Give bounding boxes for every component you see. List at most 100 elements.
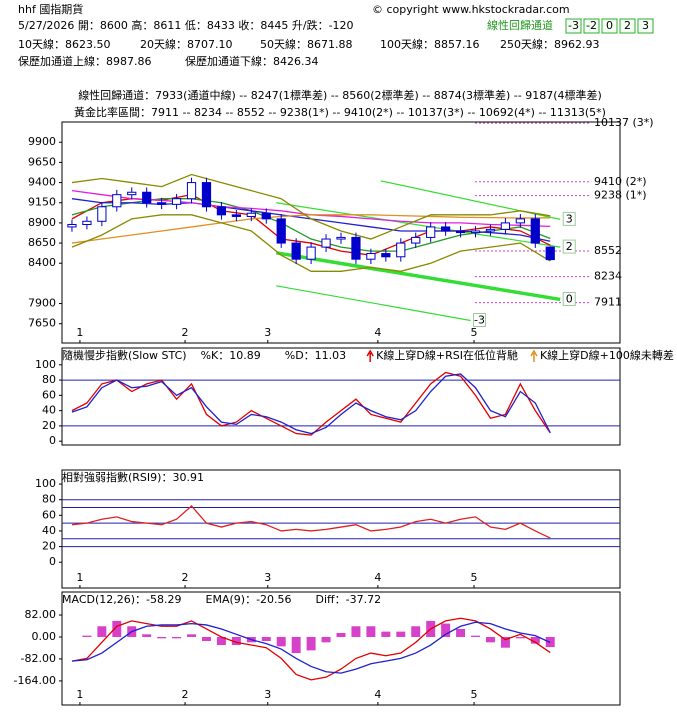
plot-area [67,122,590,322]
histogram-bar [515,636,525,639]
button-label: -3 [568,19,579,32]
channel-label-box [562,291,576,306]
legend-entry: 10天線：8623.50 [18,37,111,51]
y-tick-label: 8900 [28,216,56,229]
button-label: 2 [624,19,631,32]
histogram-bar [336,632,346,637]
x-tick-label: 5 [471,326,478,339]
y-tick-label: -82.00 [21,652,56,665]
candle-body [82,220,92,226]
y-tick-label: 80 [42,493,56,506]
y-tick-label: 8650 [28,236,56,249]
annotation: K線上穿D線+100線未轉差 [540,348,674,362]
histogram-bar [216,636,226,646]
plot-area [62,499,620,548]
x-tick-label: 2 [182,326,189,339]
x-tick-label: 3 [264,326,271,339]
y-tick-label: 60 [42,508,56,521]
button-box [619,18,636,34]
series-line [71,371,551,436]
candle-body [351,236,361,260]
candle-body [441,226,451,232]
y-tick-label: 9150 [28,196,56,209]
plot-area [71,617,555,681]
histogram-bar [441,623,451,637]
panel-frame [61,347,621,446]
button-label: 0 [606,19,613,32]
channel-label: 3 [566,212,573,225]
histogram-bar [366,626,376,637]
candle-body [127,191,137,196]
candle-body [291,242,301,260]
y-tick-label: 40 [42,404,56,417]
y-tick-label: 60 [42,388,56,401]
channel-label: 0 [566,292,573,305]
y-tick-label: 100 [35,477,56,490]
histogram-bar [396,631,406,637]
channel-line [276,285,471,322]
channel-line [276,202,561,248]
candle-body [411,236,421,244]
plot-area [62,371,620,436]
candle-body [276,218,286,244]
x-tick-label: 3 [264,688,271,701]
histogram-bar [157,636,167,639]
y-tick-label: 8400 [28,256,56,269]
candle-body [97,206,107,222]
x-tick-label: 5 [471,571,478,584]
y-tick-label: 7650 [28,317,56,330]
x-tick-label: 4 [374,688,381,701]
y-tick-label: 40 [42,524,56,537]
quote: 5/27/2026 開：8600 高：8611 低：8433 收：8445 升/… [18,18,354,32]
x-tick-label: 2 [182,571,189,584]
channel-line [275,251,561,302]
y-tick-label: -164.00 [14,674,56,687]
channel-button[interactable]: 3 [637,18,654,34]
channel-button[interactable]: -3 [565,18,582,34]
channel-label-box [473,312,487,327]
legend-entry: 100天線：8857.16 [380,37,479,51]
golden-text: 黃金比率區間：7911 -- 8234 -- 8552 -- 9238(1*) … [74,105,606,119]
panel-frame [61,469,621,589]
candle-body [485,228,496,232]
legend-entry: 50天線：8671.88 [260,37,353,51]
channel-button[interactable]: 2 [619,18,636,34]
candle-body [306,246,316,260]
legend-entry: 保歷加通道下線：8426.34 [185,54,319,68]
legend-entry: MACD(12,26)：-58.29 [62,593,182,606]
histogram-bar [82,635,92,637]
channel-button[interactable]: -2 [583,18,600,34]
candle-body [530,218,540,244]
histogram-bar [231,636,241,646]
histogram-bar [411,626,421,637]
series-line [71,214,551,272]
series-line [71,214,551,244]
series-line [71,621,551,674]
histogram-bar [112,620,122,637]
y-tick-label: 0.00 [32,630,57,643]
candle-body [396,242,406,258]
annotation: K線上穿D線+RSI在低位背馳 [376,348,518,362]
level-label: 10137 (3*) [594,116,654,129]
legend-entry: 保歷加通道上線：8987.86 [18,54,152,68]
histogram-bar [172,636,182,639]
channel-label: 2 [566,240,573,253]
candle-body [231,214,241,217]
x-tick-label: 2 [182,688,189,701]
channel-button[interactable]: 0 [601,18,618,34]
y-tick-label: 20 [42,540,56,553]
histogram-bar [276,636,286,647]
legend-entry: %D：11.03 [285,349,346,362]
histogram-bar [291,636,301,654]
histogram-bar [381,631,391,637]
candle-body [500,222,511,230]
level-label: 9238 (1*) [594,189,647,202]
channel-label: -3 [474,313,485,326]
button-label: -2 [586,19,597,32]
channel-title: 線性回歸通道 [487,18,553,32]
candle-body [216,206,227,216]
legend-entry: 20天線：8707.10 [140,37,233,51]
candle-body [321,238,331,248]
candle-body [186,182,197,200]
y-tick-label: 0 [49,434,56,447]
